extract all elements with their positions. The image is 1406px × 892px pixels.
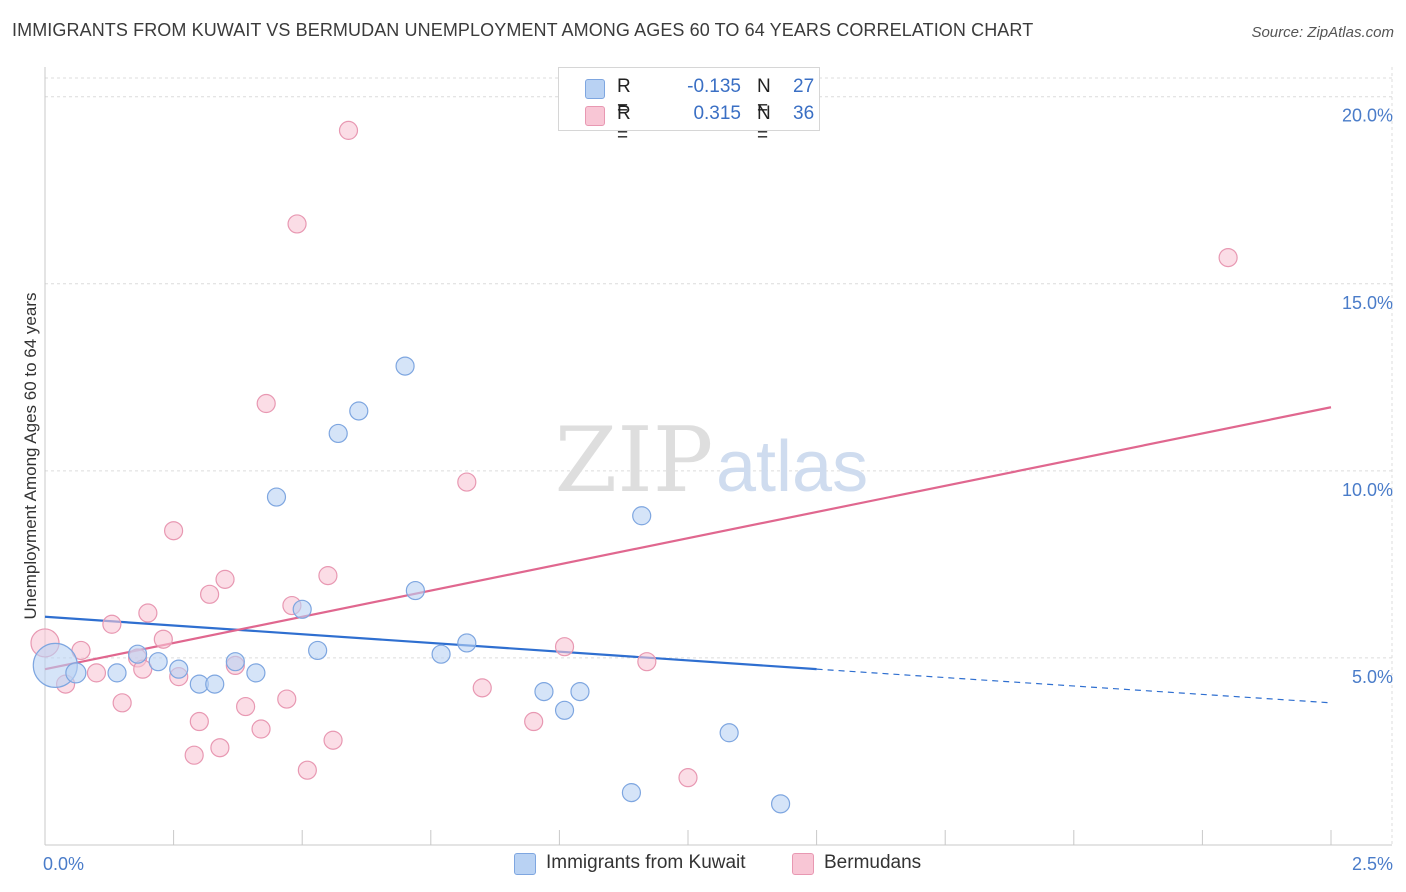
bermudans-point [102, 614, 122, 634]
bermudans-point [200, 584, 220, 604]
legend-r-value: 0.315 [693, 103, 741, 124]
kuwait-trend-line [44, 615, 817, 671]
legend-n-value: 36 [793, 103, 815, 124]
tick-labels: 5.0% 10.0% 15.0% 20.0% 0.0% 2.5% [43, 106, 1393, 874]
bermudans-point [164, 521, 184, 541]
bermudans-point [524, 711, 544, 732]
legend-swatch-kuwait [585, 79, 605, 99]
kuwait-point [246, 663, 266, 683]
kuwait-point [770, 794, 791, 814]
kuwait-point [457, 633, 477, 653]
kuwait-point [349, 401, 369, 421]
y-axis-label: Unemployment Among Ages 60 to 64 years [21, 293, 40, 620]
bermudans-point [153, 629, 173, 649]
kuwait-point [431, 644, 451, 664]
bermudans-point [112, 693, 132, 713]
y-tick-label: 20.0% [1342, 106, 1393, 126]
y-tick-label: 10.0% [1342, 480, 1393, 500]
bottom-legend-label-kuwait: Immigrants from Kuwait [546, 852, 746, 873]
bermudans-point [86, 663, 107, 683]
legend: R = -0.135 N = 27 R = 0.315 N = 36 [558, 67, 820, 146]
bermudans-point [678, 768, 698, 788]
bermudans-point [215, 569, 235, 589]
gridlines [45, 67, 1393, 845]
x-tick-label: 0.0% [43, 854, 84, 874]
axes [44, 67, 1392, 846]
data-points [30, 120, 1238, 814]
kuwait-point [395, 356, 415, 376]
bermudans-point [554, 637, 575, 657]
legend-n-label: N = [757, 103, 771, 146]
bermudans-point [472, 678, 492, 698]
legend-n-value: 27 [793, 76, 815, 97]
kuwait-point [148, 652, 168, 672]
bottom-legend-swatch-bermudans [792, 853, 814, 875]
bottom-legend-label-bermudans: Bermudans [824, 852, 922, 873]
bermudans-point [297, 760, 317, 780]
chart-title: IMMIGRANTS FROM KUWAIT VS BERMUDAN UNEMP… [12, 20, 1034, 40]
kuwait-point [405, 580, 425, 601]
kuwait-point [534, 681, 554, 702]
kuwait-point [127, 644, 148, 664]
chart-source: Source: ZipAtlas.com [1251, 24, 1394, 41]
bermudans-point [287, 214, 307, 234]
legend-r-value: -0.135 [687, 76, 741, 97]
bermudans-point [210, 738, 230, 758]
trend-lines [44, 406, 1332, 704]
bermudans-point [318, 566, 338, 586]
legend-r-label: R = [617, 103, 631, 146]
kuwait-point [205, 674, 225, 694]
bermudans-point [236, 696, 256, 717]
bermudans-point [1218, 247, 1238, 268]
kuwait-point [107, 663, 127, 683]
bermudans-point [457, 472, 477, 492]
kuwait-point [632, 506, 652, 526]
kuwait-point [266, 487, 287, 507]
bermudans-point [338, 120, 359, 140]
bermudans-point [184, 745, 204, 765]
bermudans-point [637, 652, 657, 672]
bermudans-point [189, 711, 209, 732]
kuwait-point [328, 423, 348, 444]
kuwait-point [719, 723, 739, 743]
kuwait-point [169, 659, 189, 679]
kuwait-point [65, 662, 87, 684]
bermudans-point [323, 730, 343, 750]
bermudans-trend-line [44, 406, 1332, 671]
bottom-legend-swatch-kuwait [514, 853, 536, 875]
y-tick-label: 15.0% [1342, 293, 1393, 313]
bermudans-point [277, 689, 297, 709]
y-tick-label: 5.0% [1352, 667, 1393, 687]
legend-swatch-bermudans [585, 106, 605, 126]
bermudans-point [138, 603, 158, 623]
kuwait-point [554, 700, 575, 720]
bermudans-point [251, 719, 271, 739]
kuwait-point [570, 681, 590, 702]
watermark-zip: ZIP [555, 408, 714, 513]
kuwait-point [621, 783, 642, 803]
watermark: ZIP atlas [555, 408, 868, 513]
kuwait-point [292, 599, 312, 619]
kuwait-point [308, 640, 328, 661]
kuwait-point [225, 652, 245, 672]
legend-r-label: R = [617, 76, 631, 119]
watermark-atlas: atlas [716, 427, 868, 507]
legend-n-label: N = [757, 76, 771, 119]
kuwait-trend-line-extension [816, 668, 1332, 704]
bermudans-point [256, 393, 276, 414]
x-tick-label: 2.5% [1352, 854, 1393, 874]
